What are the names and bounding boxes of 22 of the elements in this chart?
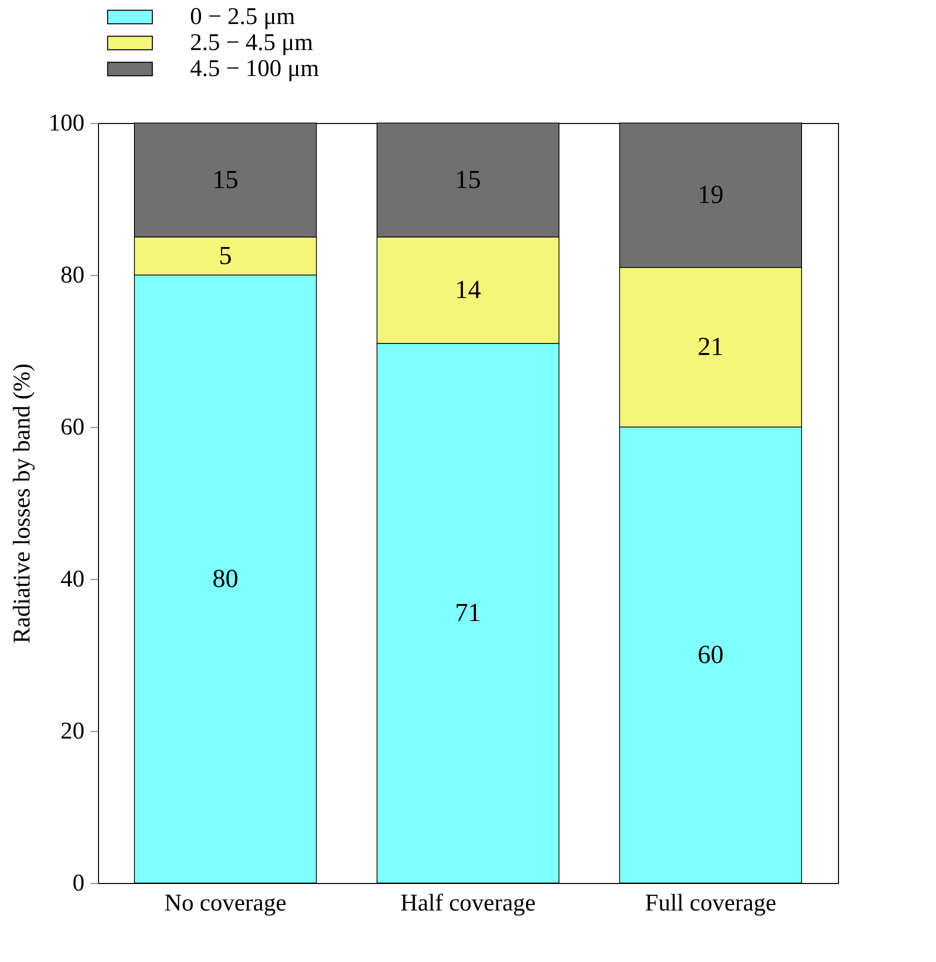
- data-label: 14: [455, 275, 481, 304]
- y-tick-label: 100: [48, 110, 84, 136]
- legend-label: 2.5 − 4.5 μm: [190, 30, 314, 56]
- y-tick-label: 0: [72, 870, 84, 896]
- data-label: 60: [698, 640, 724, 669]
- data-label: 21: [698, 332, 724, 362]
- y-axis-title: Radiative losses by band (%): [10, 364, 36, 644]
- data-label: 15: [455, 165, 481, 194]
- x-tick-label: No coverage: [164, 890, 286, 916]
- x-tick-label: Full coverage: [644, 890, 776, 916]
- y-tick-label: 80: [60, 262, 84, 288]
- data-label: 5: [218, 241, 232, 270]
- y-tick-label: 60: [60, 414, 84, 440]
- data-label: 19: [698, 180, 724, 210]
- data-label: 80: [212, 564, 238, 593]
- x-tick-label: Half coverage: [400, 890, 536, 916]
- data-label: 15: [212, 165, 238, 194]
- y-tick-label: 40: [60, 566, 84, 592]
- data-label: 71: [455, 598, 481, 628]
- legend-label: 4.5 − 100 μm: [190, 56, 320, 82]
- legend-label: 0 − 2.5 μm: [190, 4, 296, 30]
- y-tick-label: 20: [60, 718, 84, 744]
